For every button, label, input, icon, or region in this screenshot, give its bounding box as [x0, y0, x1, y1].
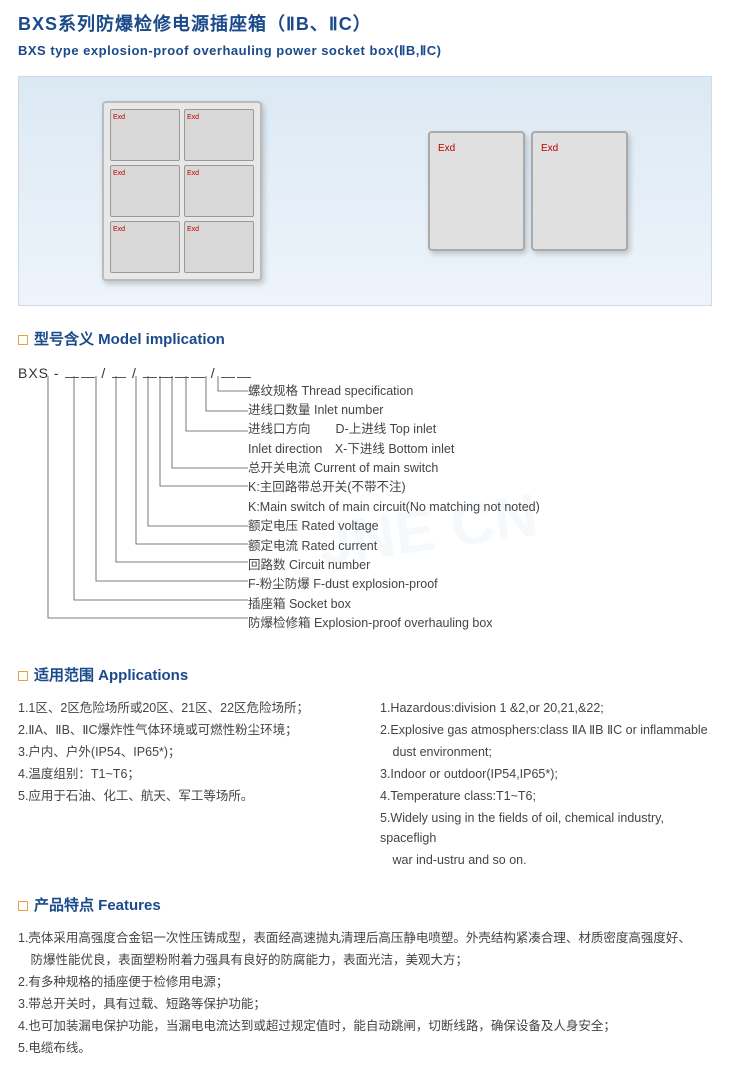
title-zh: BXS系列防爆检修电源插座箱（ⅡB、ⅡC） — [18, 10, 712, 39]
section-features-head: 产品特点 Features — [18, 894, 712, 918]
feature-line: 防爆性能优良，表面塑粉附着力强具有良好的防腐能力，表面光洁，美观大方； — [18, 950, 712, 970]
apps-line: 1.1区、2区危险场所或20区、21区、22区危险场所； — [18, 698, 350, 718]
section-features-title: 产品特点 Features — [34, 894, 161, 918]
model-label: F-粉尘防爆 F-dust explosion-proof — [248, 575, 540, 594]
connector-lines — [18, 376, 248, 636]
model-labels: 螺纹规格 Thread specification 进线口数量 Inlet nu… — [248, 382, 540, 634]
bullet-icon — [18, 901, 28, 911]
feature-line: 5.电缆布线。 — [18, 1038, 712, 1058]
product-image-right — [428, 131, 628, 251]
title-en: BXS type explosion-proof overhauling pow… — [18, 41, 712, 62]
apps-line: war ind-ustru and so on. — [380, 850, 712, 870]
apps-line: 1.Hazardous:division 1 &2,or 20,21,&22; — [380, 698, 712, 718]
model-label: K:Main switch of main circuit(No matchin… — [248, 498, 540, 517]
model-label: 回路数 Circuit number — [248, 556, 540, 575]
model-diagram: BXS - / / / 螺纹规格 Thread specification 进线… — [18, 362, 712, 642]
apps-line: 5.Widely using in the fields of oil, che… — [380, 808, 712, 848]
feature-line: 1.壳体采用高强度合金铝一次性压铸成型，表面经高速抛丸清理后高压静电喷塑。外壳结… — [18, 928, 712, 948]
section-model-title: 型号含义 Model implication — [34, 328, 225, 352]
model-label: 进线口数量 Inlet number — [248, 401, 540, 420]
section-apps-head: 适用范围 Applications — [18, 664, 712, 688]
apps-col-zh: 1.1区、2区危险场所或20区、21区、22区危险场所； 2.ⅡA、ⅡB、ⅡC爆… — [18, 698, 350, 872]
model-label: 防爆检修箱 Explosion-proof overhauling box — [248, 614, 540, 633]
apps-line: 2.Explosive gas atmosphers:class ⅡA ⅡB Ⅱ… — [380, 720, 712, 740]
apps-line: dust environment; — [380, 742, 712, 762]
model-label: 螺纹规格 Thread specification — [248, 382, 540, 401]
model-label: 进线口方向 D-上进线 Top inlet — [248, 420, 540, 439]
feature-line: 3.带总开关时，具有过载、短路等保护功能； — [18, 994, 712, 1014]
model-label: 插座箱 Socket box — [248, 595, 540, 614]
apps-line: 3.户内、户外(IP54、IP65*)； — [18, 742, 350, 762]
bullet-icon — [18, 335, 28, 345]
hero-image-area — [18, 76, 712, 306]
apps-line: 4.Temperature class:T1~T6; — [380, 786, 712, 806]
model-label: 额定电压 Rated voltage — [248, 517, 540, 536]
section-apps-title: 适用范围 Applications — [34, 664, 188, 688]
apps-col-en: 1.Hazardous:division 1 &2,or 20,21,&22; … — [380, 698, 712, 872]
apps-line: 5.应用于石油、化工、航天、军工等场所。 — [18, 786, 350, 806]
feature-line: 4.也可加装漏电保护功能，当漏电电流达到或超过规定值时，能自动跳闸，切断线路，确… — [18, 1016, 712, 1036]
model-label: 总开关电流 Current of main switch — [248, 459, 540, 478]
section-model-head: 型号含义 Model implication — [18, 328, 712, 352]
apps-line: 4.温度组别：T1~T6； — [18, 764, 350, 784]
product-image-left — [102, 101, 262, 281]
model-label: K:主回路带总开关(不带不注) — [248, 478, 540, 497]
bullet-icon — [18, 671, 28, 681]
model-label: 额定电流 Rated current — [248, 537, 540, 556]
apps-line: 2.ⅡA、ⅡB、ⅡC爆炸性气体环境或可燃性粉尘环境； — [18, 720, 350, 740]
apps-line: 3.Indoor or outdoor(IP54,IP65*); — [380, 764, 712, 784]
features-list: 1.壳体采用高强度合金铝一次性压铸成型，表面经高速抛丸清理后高压静电喷塑。外壳结… — [18, 928, 712, 1058]
applications: 1.1区、2区危险场所或20区、21区、22区危险场所； 2.ⅡA、ⅡB、ⅡC爆… — [18, 698, 712, 872]
feature-line: 2.有多种规格的插座便于检修用电源； — [18, 972, 712, 992]
model-label: Inlet direction X-下进线 Bottom inlet — [248, 440, 540, 459]
